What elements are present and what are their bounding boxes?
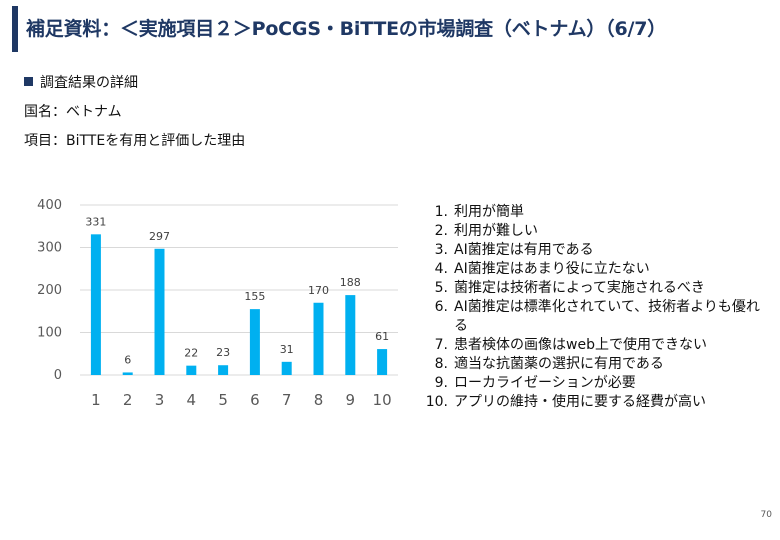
bar: [154, 248, 165, 375]
reason-item-2: 2. 利用が難しい: [420, 222, 760, 241]
x-tick-label: 3: [155, 391, 165, 409]
reason-text: AI菌推定は有用である: [454, 242, 594, 258]
x-tick-label: 1: [91, 391, 101, 409]
bar-chart: 0 100 200 300 400 331 1 6 2 297 3 22 4 23 5 155 6 31 7 170 8…: [37, 198, 398, 409]
reason-item-8: 8. 適当な抗菌薬の選択に有用である: [420, 355, 760, 374]
reason-item-9: 9. ローカライゼーションが必要: [420, 374, 760, 393]
x-tick-label: 2: [123, 391, 133, 409]
reason-item-10: 10. アプリの維持・使用に要する経費が高い: [420, 393, 760, 412]
data-label: 188: [340, 276, 361, 289]
bar: [377, 349, 388, 375]
y-tick-label: 100: [37, 326, 62, 341]
bar: [249, 309, 260, 375]
reason-number: 8.: [434, 356, 448, 372]
y-tick-label: 400: [37, 198, 62, 213]
reason-text: 適当な抗菌薬の選択に有用である: [454, 356, 664, 372]
y-tick-label: 200: [37, 283, 62, 298]
data-label: 297: [149, 230, 170, 243]
reason-text: ローカライゼーションが必要: [454, 375, 636, 391]
data-label: 23: [216, 346, 230, 359]
reason-text: AI菌推定は標準化されていて、技術者よりも優れる: [454, 299, 760, 334]
data-label: 155: [244, 290, 265, 303]
reason-number: 4.: [434, 261, 448, 277]
reason-item-7: 7. 患者検体の画像はweb上で使用できない: [420, 336, 760, 355]
square-bullet-icon: [24, 77, 33, 86]
data-label: 61: [375, 330, 389, 343]
reason-item-3: 3. AI菌推定は有用である: [420, 241, 760, 260]
reason-number: 3.: [434, 242, 448, 258]
section-heading: 調査結果の詳細: [24, 72, 138, 92]
reason-number: 6.: [434, 299, 448, 315]
item-line: 項目：BiTTEを有用と評価した理由: [24, 133, 246, 149]
data-label: 22: [184, 347, 198, 360]
reason-number: 2.: [434, 223, 448, 239]
reason-number: 1.: [434, 204, 448, 220]
y-tick-label: 300: [37, 241, 62, 256]
page-number: 70: [760, 510, 772, 520]
bar: [218, 365, 229, 375]
reason-text: アプリの維持・使用に要する経費が高い: [454, 394, 706, 410]
y-tick-label: 0: [54, 368, 62, 383]
x-tick-label: 5: [218, 391, 228, 409]
section-heading-text: 調査結果の詳細: [40, 75, 138, 91]
title-accent-bar: [12, 6, 18, 52]
bar: [186, 365, 197, 375]
reason-text: 菌推定は技術者によって実施されるべき: [454, 280, 705, 296]
data-label: 170: [308, 284, 329, 297]
reason-number: 9.: [434, 375, 448, 391]
reason-number: 10.: [425, 394, 448, 410]
reason-text: 患者検体の画像はweb上で使用できない: [454, 337, 707, 353]
reason-number: 5.: [434, 280, 448, 296]
x-tick-label: 9: [346, 391, 356, 409]
reason-text: 利用が簡単: [454, 204, 524, 220]
bar: [313, 302, 324, 375]
reason-list: 1. 利用が簡単 2. 利用が難しい 3. AI菌推定は有用である 4. AI菌推定はあまり役…: [420, 203, 760, 412]
x-tick-label: 8: [314, 391, 324, 409]
reason-item-1: 1. 利用が簡単: [420, 203, 760, 222]
reason-item-5: 5. 菌推定は技術者によって実施されるべき: [420, 279, 760, 298]
reason-text: 利用が難しい: [454, 223, 538, 239]
x-tick-label: 6: [250, 391, 260, 409]
x-tick-label: 4: [187, 391, 197, 409]
x-tick-label: 7: [282, 391, 292, 409]
reason-number: 7.: [434, 337, 448, 353]
country-line: 国名：ベトナム: [24, 104, 122, 120]
bar: [122, 372, 133, 375]
data-label: 331: [85, 215, 106, 228]
page-title: 補足資料：＜実施項目２＞PoCGS・BiTTEの市場調査（ベトナム）（6/7）: [26, 18, 667, 40]
bar: [90, 234, 101, 375]
data-label: 6: [124, 353, 131, 366]
reason-text: AI菌推定はあまり役に立たない: [454, 261, 650, 277]
bar: [345, 295, 356, 375]
reason-item-6: 6. AI菌推定は標準化されていて、技術者よりも優れる: [420, 298, 760, 336]
data-label: 31: [280, 343, 294, 356]
reason-item-4: 4. AI菌推定はあまり役に立たない: [420, 260, 760, 279]
bar: [281, 361, 292, 375]
x-tick-label: 10: [373, 391, 392, 409]
